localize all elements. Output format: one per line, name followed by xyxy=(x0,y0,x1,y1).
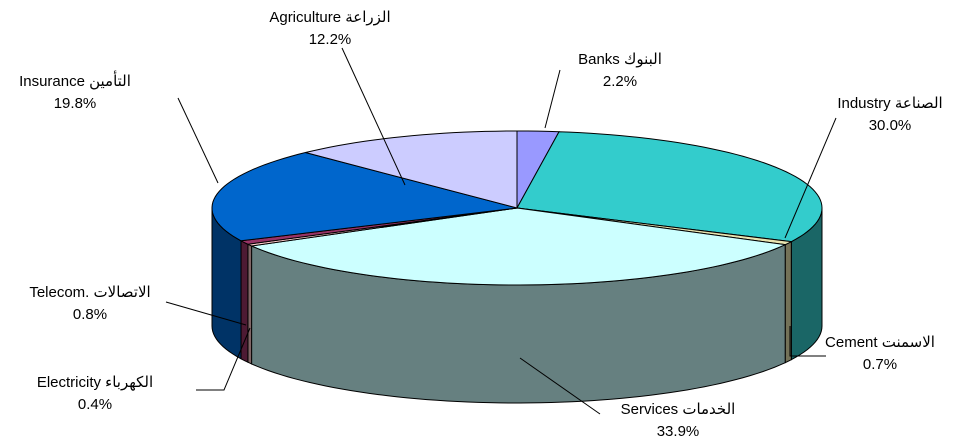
value-label: 0.4% xyxy=(78,396,112,413)
leader-line xyxy=(165,301,247,326)
value-label: 30.0% xyxy=(869,117,912,134)
slice-label: Electricity الكهرباء xyxy=(37,374,153,391)
value-label: 0.8% xyxy=(73,306,107,323)
leader-line xyxy=(196,327,251,391)
slice-label: Industry الصناعة xyxy=(837,95,942,112)
leader-line xyxy=(789,326,826,357)
slice-side xyxy=(240,239,249,364)
leader-line xyxy=(177,97,219,184)
slice-label: Agriculture الزراعة xyxy=(269,9,390,26)
leader-line xyxy=(784,117,837,239)
slice-label: Services الخدمات xyxy=(621,401,736,418)
leader-line xyxy=(519,357,601,415)
slice-label: Insurance التأمين xyxy=(19,70,131,90)
value-label: 33.9% xyxy=(657,423,700,440)
slice-label: Cement الاسمنت xyxy=(825,334,935,351)
value-label: 12.2% xyxy=(309,31,352,48)
leader-line xyxy=(341,47,406,186)
value-label: 0.7% xyxy=(863,356,897,373)
slice-label: Telecom. الاتصالات xyxy=(29,284,150,301)
slice xyxy=(305,130,518,209)
slice-label: Banks البنوك xyxy=(578,51,662,68)
value-label: 19.8% xyxy=(54,95,97,112)
slice xyxy=(516,131,823,243)
value-label: 2.2% xyxy=(603,73,637,90)
leader-line xyxy=(544,69,561,129)
slice-side xyxy=(247,243,253,365)
slice xyxy=(211,152,518,242)
